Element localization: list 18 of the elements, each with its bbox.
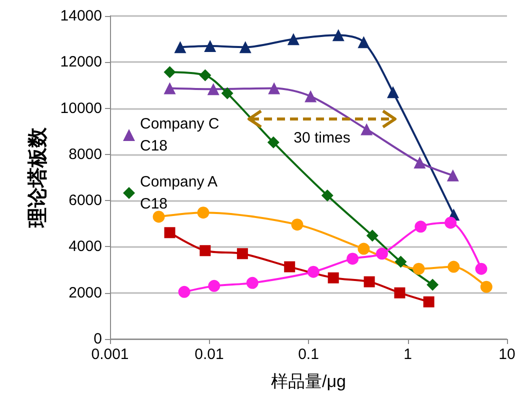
y-tick-label: 6000 bbox=[68, 192, 102, 210]
x-tick-label: 1 bbox=[404, 346, 412, 363]
legend-label: Company C C18 bbox=[140, 116, 224, 154]
y-tick-label: 14000 bbox=[60, 8, 102, 24]
x-tick-label: 10 bbox=[498, 346, 516, 363]
x-tick-label: 0.01 bbox=[194, 346, 224, 363]
annotation: 30 times bbox=[294, 130, 350, 146]
y-tick-label: 4000 bbox=[68, 238, 102, 256]
x-axis-title: 样品量/μg bbox=[271, 372, 346, 391]
y-tick-label: 2000 bbox=[68, 284, 102, 302]
x-tick-label: 0.1 bbox=[298, 346, 319, 363]
y-tick-label: 12000 bbox=[60, 54, 102, 71]
y-tick-label: 10000 bbox=[60, 100, 102, 117]
legend-label: Company A C18 bbox=[140, 174, 221, 212]
y-tick-label: 8000 bbox=[68, 146, 102, 163]
x-tick-label: 0.001 bbox=[91, 346, 129, 363]
y-tick-label: 0 bbox=[94, 330, 102, 348]
y-axis-title: 理论塔板数 bbox=[27, 126, 49, 228]
